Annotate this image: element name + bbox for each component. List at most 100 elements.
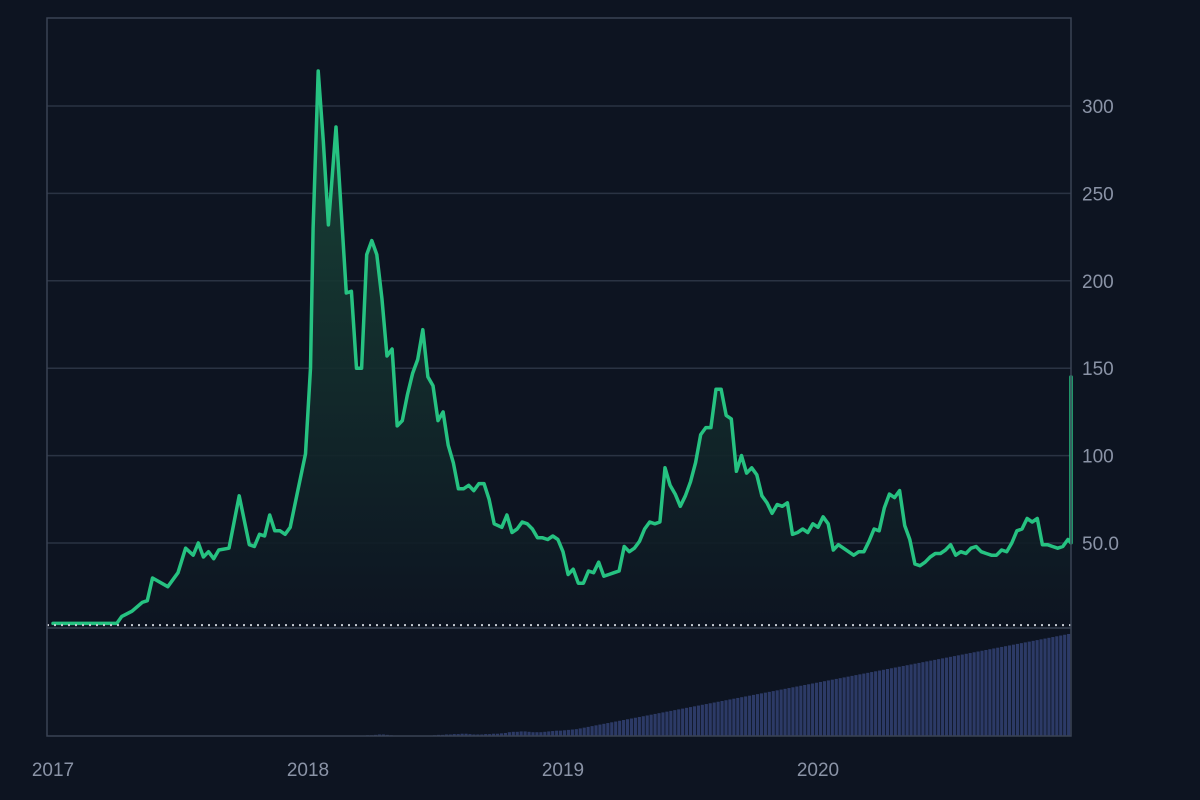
volume-bars bbox=[283, 634, 1071, 736]
volume-bar bbox=[787, 688, 791, 736]
volume-bar bbox=[807, 684, 811, 736]
x-tick-label: 2018 bbox=[287, 760, 329, 781]
volume-bar bbox=[507, 732, 511, 736]
x-tick-label: 2019 bbox=[542, 760, 584, 781]
volume-bar bbox=[503, 732, 507, 736]
volume-bar bbox=[1055, 636, 1059, 736]
volume-bar bbox=[799, 685, 803, 736]
volume-bar bbox=[791, 687, 795, 736]
volume-bar bbox=[779, 689, 783, 736]
volume-bar bbox=[830, 679, 834, 736]
volume-bar bbox=[543, 731, 547, 736]
volume-bar bbox=[625, 719, 630, 736]
volume-bar bbox=[472, 734, 476, 736]
volume-bar bbox=[755, 694, 760, 736]
volume-bar bbox=[952, 656, 956, 736]
volume-bar bbox=[499, 733, 504, 736]
volume-bar bbox=[937, 659, 941, 736]
volume-bar bbox=[1063, 634, 1067, 736]
volume-bar bbox=[1039, 639, 1043, 736]
volume-bar bbox=[582, 727, 586, 736]
volume-bar bbox=[724, 700, 728, 736]
volume-bar bbox=[527, 731, 531, 736]
volume-bar bbox=[578, 728, 582, 736]
volume-bar bbox=[484, 734, 488, 736]
volume-bar bbox=[1059, 635, 1063, 736]
volume-bar bbox=[909, 664, 913, 736]
volume-bar bbox=[590, 726, 594, 736]
volume-bar bbox=[464, 733, 468, 736]
volume-bar bbox=[720, 700, 724, 736]
volume-bar bbox=[535, 732, 539, 736]
volume-bar bbox=[759, 693, 763, 736]
volume-bar bbox=[669, 710, 673, 736]
volume-bar bbox=[547, 731, 551, 736]
volume-bar bbox=[736, 697, 740, 736]
volume-bar bbox=[775, 690, 779, 736]
y-tick-label: 250 bbox=[1082, 184, 1114, 205]
volume-bar bbox=[948, 656, 953, 736]
volume-bar bbox=[444, 734, 448, 736]
volume-bar bbox=[610, 722, 614, 736]
volume-bar bbox=[622, 720, 626, 736]
x-axis-ticks: 2017 2018 2019 2020 bbox=[32, 760, 839, 781]
volume-bar bbox=[905, 665, 909, 736]
volume-bar bbox=[901, 665, 905, 736]
volume-bar bbox=[677, 709, 681, 736]
volume-bar bbox=[878, 670, 882, 736]
volume-bar bbox=[602, 723, 606, 736]
volume-bar bbox=[566, 729, 571, 736]
volume-bar bbox=[862, 673, 866, 736]
volume-bar bbox=[811, 683, 815, 736]
volume-bar bbox=[657, 713, 661, 736]
volume-bar bbox=[1043, 638, 1047, 736]
volume-bar bbox=[633, 717, 637, 736]
volume-bar bbox=[681, 708, 685, 736]
volume-bar bbox=[653, 713, 657, 736]
volume-bar bbox=[692, 706, 697, 736]
volume-bar bbox=[834, 678, 838, 736]
volume-bar bbox=[1015, 643, 1019, 736]
volume-bar bbox=[748, 695, 752, 736]
volume-bar bbox=[531, 732, 535, 736]
volume-bar bbox=[468, 734, 472, 736]
volume-bar bbox=[511, 731, 515, 736]
volume-bar bbox=[523, 731, 527, 736]
volume-bar bbox=[685, 707, 689, 736]
volume-bar bbox=[452, 734, 456, 736]
volume-bar bbox=[972, 652, 976, 736]
volume-bar bbox=[976, 651, 980, 736]
volume-bar bbox=[826, 680, 830, 736]
volume-bar bbox=[818, 681, 823, 736]
price-line bbox=[51, 69, 1073, 626]
volume-bar bbox=[968, 653, 972, 736]
volume-bar bbox=[1011, 644, 1016, 736]
volume-bar bbox=[767, 691, 771, 736]
volume-bar bbox=[712, 702, 716, 736]
volume-bar bbox=[897, 666, 901, 736]
volume-bar bbox=[700, 704, 704, 736]
volume-bar bbox=[988, 649, 992, 736]
x-tick-label: 2017 bbox=[32, 760, 74, 781]
volume-bar bbox=[846, 676, 850, 736]
volume-bar bbox=[885, 669, 890, 736]
volume-bar bbox=[1051, 637, 1055, 736]
volume-bar bbox=[649, 714, 653, 736]
y-tick-label: 150 bbox=[1082, 359, 1114, 380]
volume-bar bbox=[1067, 634, 1071, 736]
volume-bar bbox=[618, 720, 622, 736]
volume-bar bbox=[964, 653, 968, 736]
volume-bar bbox=[744, 696, 748, 736]
volume-bar bbox=[488, 734, 492, 736]
volume-bar bbox=[551, 731, 555, 736]
volume-bar bbox=[555, 730, 559, 736]
volume-bar bbox=[637, 716, 641, 736]
volume-bar bbox=[480, 734, 484, 736]
volume-bar bbox=[732, 698, 736, 736]
volume-bar bbox=[574, 729, 578, 736]
x-tick-label: 2020 bbox=[797, 760, 839, 781]
volume-bar bbox=[594, 725, 598, 736]
volume-bar bbox=[716, 701, 720, 736]
volume-bar bbox=[645, 715, 649, 736]
